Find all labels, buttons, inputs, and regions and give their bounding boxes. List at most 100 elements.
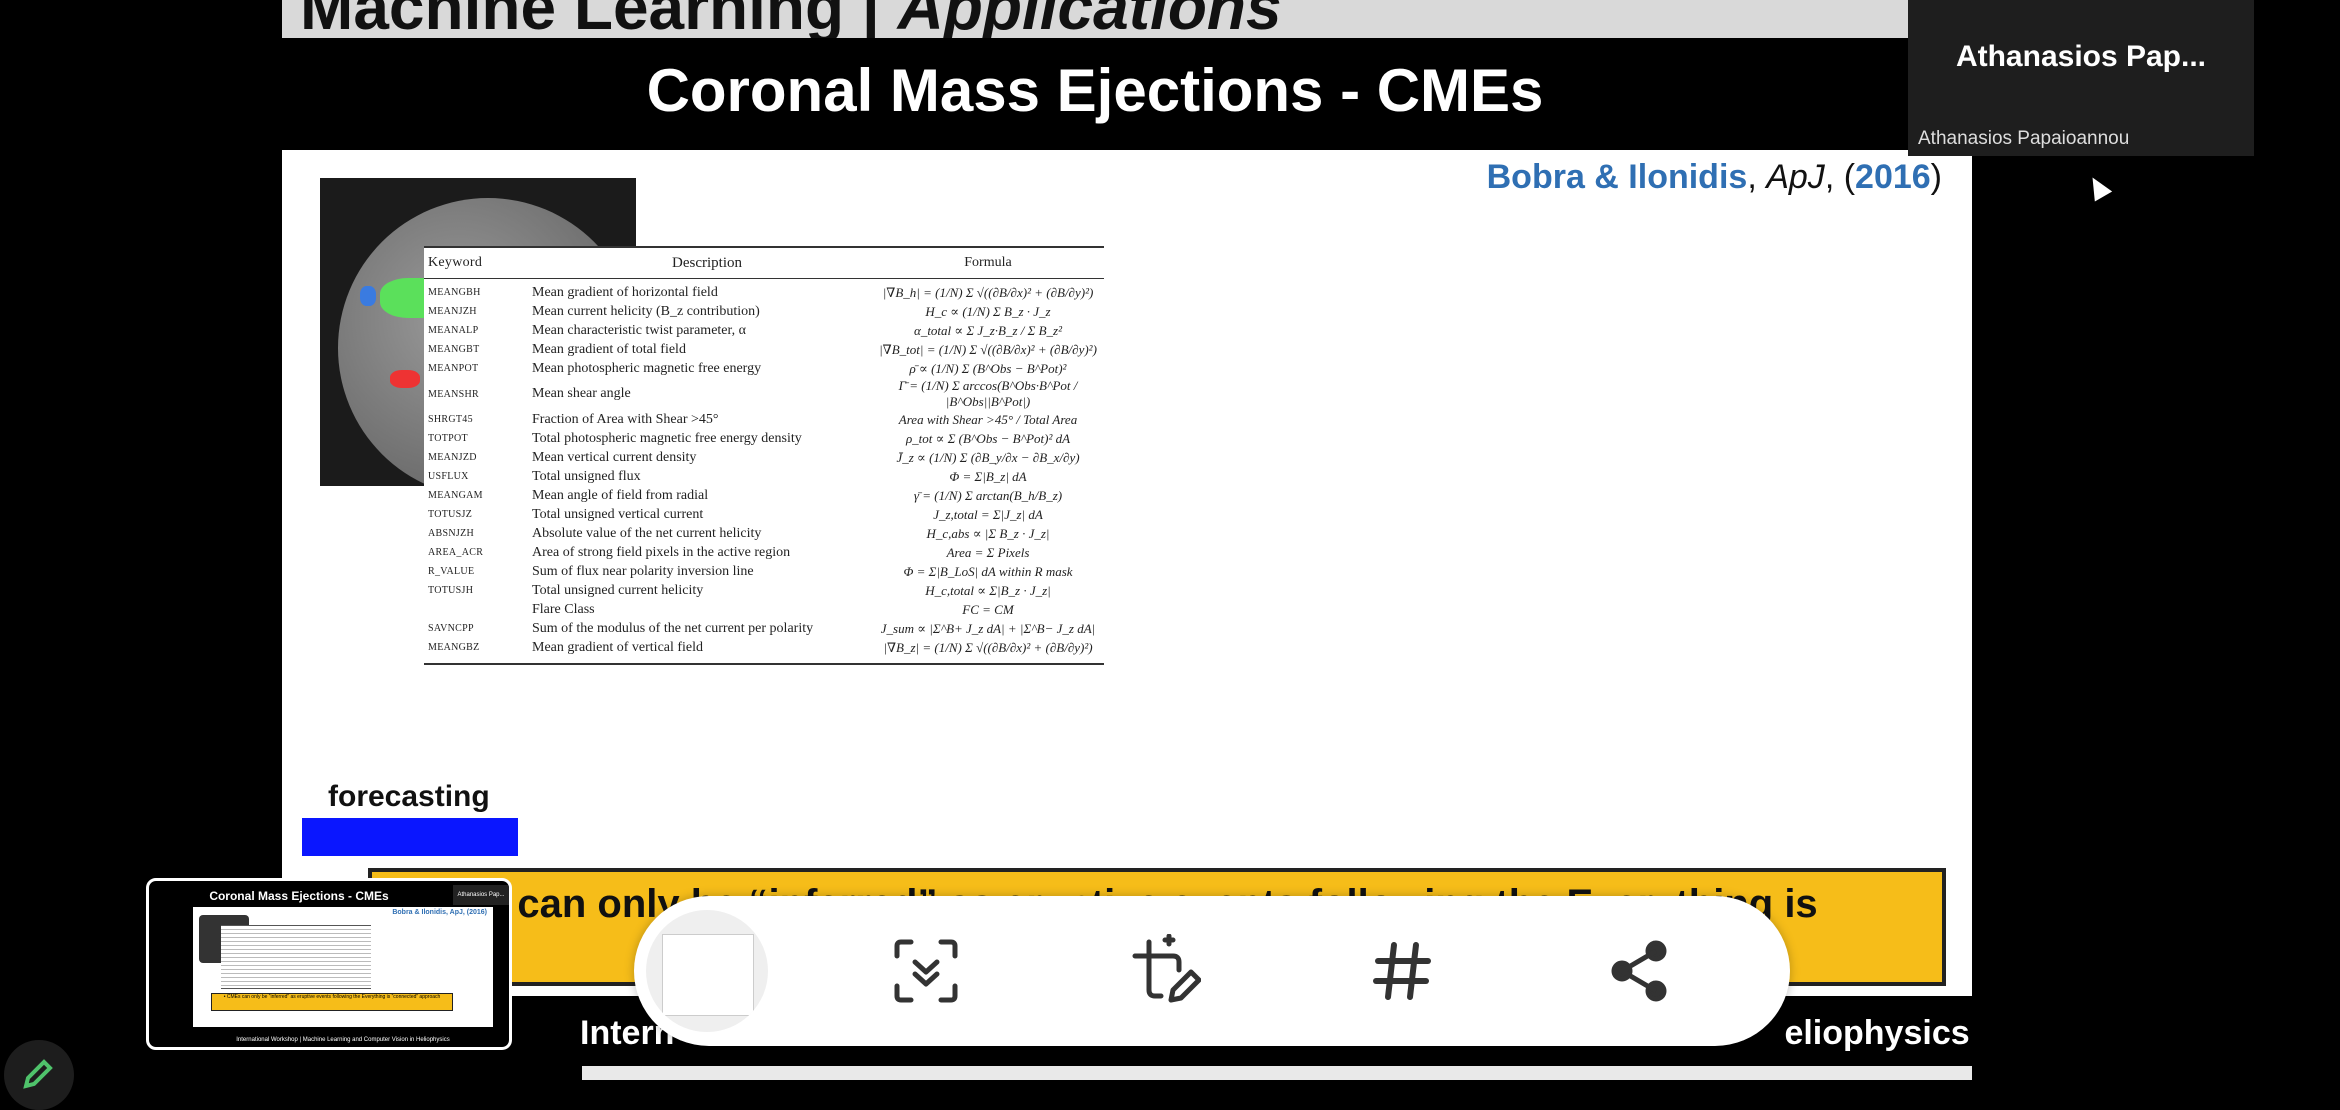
table-cell-keyword: TOTUSJZ bbox=[428, 509, 473, 520]
table-cell-formula: J_z,total = Σ|J_z| dA bbox=[933, 506, 1043, 522]
table-row: MEANALP Mean characteristic twist paramet… bbox=[424, 321, 1104, 340]
scroll-capture-icon bbox=[894, 939, 958, 1003]
crop-edit-button[interactable] bbox=[1124, 931, 1204, 1011]
banner-text-b: Applications bbox=[897, 0, 1282, 38]
table-cell-formula: γ̄ = (1/N) Σ arctan(B_h/B_z) bbox=[913, 487, 1063, 503]
share-button[interactable] bbox=[1600, 931, 1680, 1011]
forecasting-label: forecasting bbox=[328, 780, 490, 813]
table-cell-formula: H_c,abs ∝ |Σ B_z · J_z| bbox=[926, 525, 1050, 541]
table-body: MEANGBH Mean gradient of horizontal field… bbox=[424, 279, 1104, 663]
table-cell-keyword: ABSNJZH bbox=[428, 528, 474, 539]
mouse-cursor-icon bbox=[2083, 172, 2113, 202]
preview-title: Coronal Mass Ejections - CMEs bbox=[209, 889, 389, 903]
table-cell-keyword: MEANGBT bbox=[428, 344, 480, 355]
hashtag-button[interactable] bbox=[1362, 931, 1442, 1011]
table-cell-description: Mean vertical current density bbox=[532, 449, 697, 465]
table-row: USFLUX Total unsigned flux Φ = Σ|B_z| dA bbox=[424, 467, 1104, 486]
table-cell-description: Sum of the modulus of the net current pe… bbox=[532, 620, 814, 636]
table-cell-formula: α_total ∝ Σ J_z·B_z / Σ B_z² bbox=[914, 322, 1062, 338]
table-row: ABSNJZH Absolute value of the net current… bbox=[424, 524, 1104, 543]
citation-authors: Bobra & Ilonidis bbox=[1486, 158, 1748, 196]
table-cell-description: Mean gradient of total field bbox=[532, 341, 686, 357]
footer-strip bbox=[582, 1066, 1972, 1080]
preview-slide: Bobra & Ilonidis, ApJ, (2016) • CMEs can… bbox=[193, 907, 493, 1027]
table-header-row: Keyword Description Formula bbox=[424, 248, 1104, 278]
table-header: Formula bbox=[964, 255, 1012, 270]
preview-citation: Bobra & Ilonidis, ApJ, (2016) bbox=[392, 909, 487, 916]
table-cell-description: Mean shear angle bbox=[532, 386, 631, 401]
table-cell-keyword: MEANGAM bbox=[428, 490, 483, 501]
table-cell-formula: ρ_tot ∝ Σ (B^Obs − B^Pot)² dA bbox=[905, 430, 1071, 446]
table-cell-formula: J_sum ∝ |Σ^B+ J_z dA| + |Σ^B− J_z dA| bbox=[880, 620, 1096, 636]
toolbar-thumbnail[interactable] bbox=[646, 910, 768, 1032]
table-row: AREA_ACR Area of strong field pixels in t… bbox=[424, 543, 1104, 562]
table-row: SAVNCPP Sum of the modulus of the net cur… bbox=[424, 619, 1104, 638]
table-cell-description: Mean current helicity (B_z contribution) bbox=[532, 303, 760, 319]
table-cell-description: Flare Class bbox=[532, 601, 595, 617]
table-header: Description bbox=[672, 254, 742, 271]
footer-text-b: eliophysics bbox=[1784, 1014, 1970, 1052]
edit-pencil-button[interactable] bbox=[4, 1040, 74, 1110]
slide-title: Coronal Mass Ejections - CMEs bbox=[646, 57, 1544, 124]
table-cell-formula: |∇B_z| = (1/N) Σ √((∂B/∂x)² + (∂B/∂y)²) bbox=[883, 639, 1093, 655]
screenshot-preview-thumbnail[interactable]: Coronal Mass Ejections - CMEs Bobra & Il… bbox=[146, 878, 512, 1050]
table-row: R_VALUE Sum of flux near polarity inversi… bbox=[424, 562, 1104, 581]
screenshot-toolbar bbox=[634, 896, 1790, 1046]
table-cell-description: Absolute value of the net current helici… bbox=[532, 525, 762, 541]
table-cell-keyword: MEANJZD bbox=[428, 452, 477, 463]
table-cell-description: Mean photospheric magnetic free energy bbox=[532, 360, 762, 376]
table-row: TOTUSJZ Total unsigned vertical current J_… bbox=[424, 505, 1104, 524]
table-cell-keyword: MEANSHR bbox=[428, 388, 479, 400]
top-banner: Machine Learning | Applications bbox=[282, 0, 1908, 38]
table-cell-keyword: USFLUX bbox=[428, 471, 469, 482]
participant-name: Athanasios Pap... bbox=[1955, 40, 2207, 73]
participant-label: Athanasios Papaioannou bbox=[1918, 128, 2130, 149]
table-cell-formula: Area with Shear >45° / Total Area bbox=[898, 411, 1078, 427]
table-row: TOTPOT Total photospheric magnetic free e… bbox=[424, 429, 1104, 448]
table-cell-description: Mean gradient of horizontal field bbox=[532, 284, 718, 300]
participant-tile[interactable]: Athanasios Pap... Athanasios Papaioannou bbox=[1908, 0, 2254, 156]
table-cell-formula: J̄_z ∝ (1/N) Σ (∂B_y/∂x − ∂B_x/∂y) bbox=[896, 449, 1080, 465]
table-cell-keyword: MEANJZH bbox=[428, 306, 477, 317]
toolbar-thumbnail-image bbox=[662, 934, 754, 1016]
table-cell-description: Total unsigned vertical current bbox=[532, 506, 704, 522]
table-row: SHRGT45 Fraction of Area with Shear >45° A… bbox=[424, 410, 1104, 429]
crop-edit-icon bbox=[1132, 934, 1201, 1003]
table-row: Flare Class FC = CM bbox=[424, 600, 1104, 619]
table-cell-keyword: TOTPOT bbox=[428, 433, 468, 444]
citation-journal: ApJ bbox=[1766, 158, 1825, 196]
table-row: TOTUSJH Total unsigned current helicity H_… bbox=[424, 581, 1104, 600]
banner-text-a: Machine Learning | bbox=[300, 0, 898, 38]
table-cell-keyword: SAVNCPP bbox=[428, 623, 474, 634]
table-row: MEANSHR Mean shear angle Γ̄ = (1/N) Σ arcc… bbox=[424, 378, 1104, 410]
table-cell-keyword: SHRGT45 bbox=[428, 414, 473, 425]
preview-footer: International Workshop | Machine Learnin… bbox=[236, 1037, 450, 1043]
scroll-capture-button[interactable] bbox=[886, 931, 966, 1011]
table-row: MEANJZH Mean current helicity (B_z contri… bbox=[424, 302, 1104, 321]
forecasting-bar bbox=[302, 818, 518, 856]
table-cell-description: Mean gradient of vertical field bbox=[532, 639, 704, 655]
table-cell-description: Mean angle of field from radial bbox=[532, 487, 709, 503]
table-row: MEANGAM Mean angle of field from radial γ̄… bbox=[424, 486, 1104, 505]
table-cell-keyword: AREA_ACR bbox=[428, 547, 484, 558]
pencil-icon bbox=[23, 1059, 53, 1089]
table-cell-description: Fraction of Area with Shear >45° bbox=[532, 411, 719, 427]
table-cell-keyword: MEANALP bbox=[428, 325, 479, 336]
table-cell-formula: Φ = Σ|B_z| dA bbox=[949, 468, 1027, 484]
preview-table bbox=[221, 925, 371, 989]
table-cell-formula: Γ̄ = (1/N) Σ arccos(B^Obs·B^Pot / |B^Obs… bbox=[898, 378, 1078, 409]
active-region-patch bbox=[390, 370, 420, 388]
table-cell-description: Sum of flux near polarity inversion line bbox=[532, 563, 754, 579]
table-row: MEANGBZ Mean gradient of vertical field |∇… bbox=[424, 638, 1104, 657]
table-cell-description: Total unsigned flux bbox=[532, 468, 641, 484]
slide-content: Bobra & Ilonidis, ApJ, (2016) Keyword De… bbox=[282, 150, 1972, 996]
table-cell-keyword: R_VALUE bbox=[428, 566, 475, 577]
table-cell-formula: H_c ∝ (1/N) Σ B_z · J_z bbox=[925, 303, 1051, 319]
share-icon bbox=[1611, 940, 1667, 1002]
preview-message: • CMEs can only be “inferred” as eruptiv… bbox=[211, 993, 453, 1011]
table-cell-formula: H_c,total ∝ Σ|B_z · J_z| bbox=[925, 582, 1051, 598]
table-cell-formula: Φ = Σ|B_LoS| dA within R mask bbox=[903, 563, 1073, 579]
citation: Bobra & Ilonidis, ApJ, (2016) bbox=[1487, 158, 1942, 197]
table-row: MEANGBT Mean gradient of total field |∇B_t… bbox=[424, 340, 1104, 359]
table-cell-keyword: MEANGBZ bbox=[428, 642, 480, 653]
